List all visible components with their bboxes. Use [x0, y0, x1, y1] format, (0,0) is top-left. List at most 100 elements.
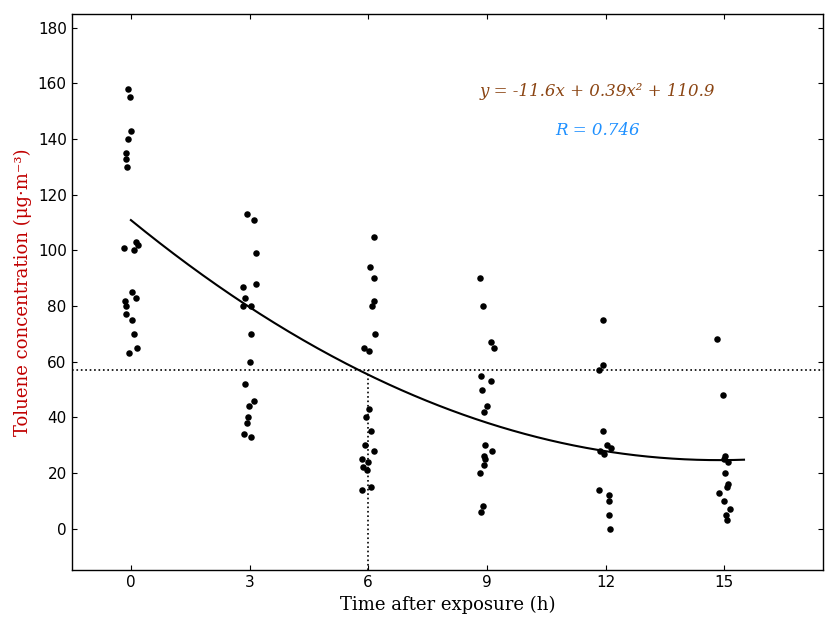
Point	[118, 296, 131, 306]
Point	[602, 490, 615, 501]
Point	[244, 301, 257, 311]
Point	[473, 468, 487, 478]
Point	[120, 154, 133, 164]
Point	[721, 479, 734, 489]
Point	[710, 335, 723, 345]
Point	[363, 262, 376, 272]
Point	[367, 273, 380, 283]
Point	[473, 371, 487, 381]
Point	[593, 446, 606, 456]
Point	[368, 329, 381, 339]
Point	[720, 482, 733, 492]
Point	[247, 396, 260, 406]
Point	[717, 452, 731, 462]
Point	[127, 246, 140, 256]
Point	[240, 418, 253, 428]
Point	[354, 454, 368, 464]
Point	[241, 413, 254, 423]
Point	[604, 443, 617, 453]
Point	[475, 384, 488, 394]
Point	[125, 126, 138, 136]
Point	[474, 507, 487, 517]
Point	[716, 454, 730, 464]
Point	[711, 487, 725, 497]
Point	[596, 426, 609, 436]
Text: R = 0.746: R = 0.746	[554, 122, 640, 139]
Point	[364, 426, 377, 436]
Point	[360, 465, 374, 475]
Point	[600, 440, 614, 450]
Point	[592, 365, 605, 375]
Point	[121, 84, 135, 94]
Point	[487, 343, 500, 353]
Y-axis label: Toluene concentration (μg·m⁻³): Toluene concentration (μg·m⁻³)	[14, 148, 32, 436]
Point	[358, 440, 371, 450]
Point	[355, 485, 369, 495]
Point	[719, 510, 732, 520]
Point	[130, 293, 143, 303]
Point	[130, 343, 144, 353]
Point	[357, 343, 370, 353]
Point	[601, 496, 614, 506]
Point	[236, 301, 249, 311]
Point	[596, 315, 609, 325]
Point	[240, 209, 253, 219]
Point	[716, 496, 730, 506]
Point	[601, 510, 614, 520]
Point	[244, 329, 257, 339]
Point	[717, 468, 731, 478]
Point	[244, 432, 257, 442]
Point	[478, 454, 492, 464]
Point	[595, 359, 609, 369]
Point	[120, 310, 133, 320]
Point	[249, 279, 263, 289]
Point	[238, 293, 252, 303]
Point	[238, 379, 252, 389]
Point	[356, 462, 370, 472]
Point	[129, 237, 142, 247]
X-axis label: Time after exposure (h): Time after exposure (h)	[339, 596, 554, 614]
Point	[247, 215, 260, 225]
Point	[722, 504, 736, 514]
Point	[125, 287, 139, 297]
Point	[721, 457, 734, 467]
Point	[716, 390, 729, 400]
Point	[484, 376, 497, 386]
Point	[130, 240, 144, 250]
Point	[237, 429, 251, 439]
Text: y = -11.6x + 0.39x² + 110.9: y = -11.6x + 0.39x² + 110.9	[479, 84, 715, 100]
Point	[125, 315, 139, 325]
Point	[477, 460, 491, 470]
Point	[120, 162, 133, 172]
Point	[120, 301, 133, 311]
Point	[122, 349, 135, 359]
Point	[121, 134, 135, 144]
Point	[120, 148, 133, 158]
Point	[596, 448, 609, 458]
Point	[362, 345, 375, 355]
Point	[242, 357, 256, 367]
Point	[123, 92, 136, 102]
Point	[720, 516, 733, 526]
Point	[477, 407, 490, 417]
Point	[476, 301, 489, 311]
Point	[365, 301, 379, 311]
Point	[367, 296, 380, 306]
Point	[242, 401, 255, 411]
Point	[117, 242, 130, 252]
Point	[359, 413, 372, 423]
Point	[603, 524, 616, 534]
Point	[483, 337, 497, 347]
Point	[127, 329, 140, 339]
Point	[477, 440, 491, 450]
Point	[361, 404, 375, 414]
Point	[367, 232, 380, 242]
Point	[477, 452, 490, 462]
Point	[472, 273, 486, 283]
Point	[592, 485, 605, 495]
Point	[361, 457, 375, 467]
Point	[237, 281, 250, 291]
Point	[484, 446, 497, 456]
Point	[476, 501, 489, 511]
Point	[367, 446, 380, 456]
